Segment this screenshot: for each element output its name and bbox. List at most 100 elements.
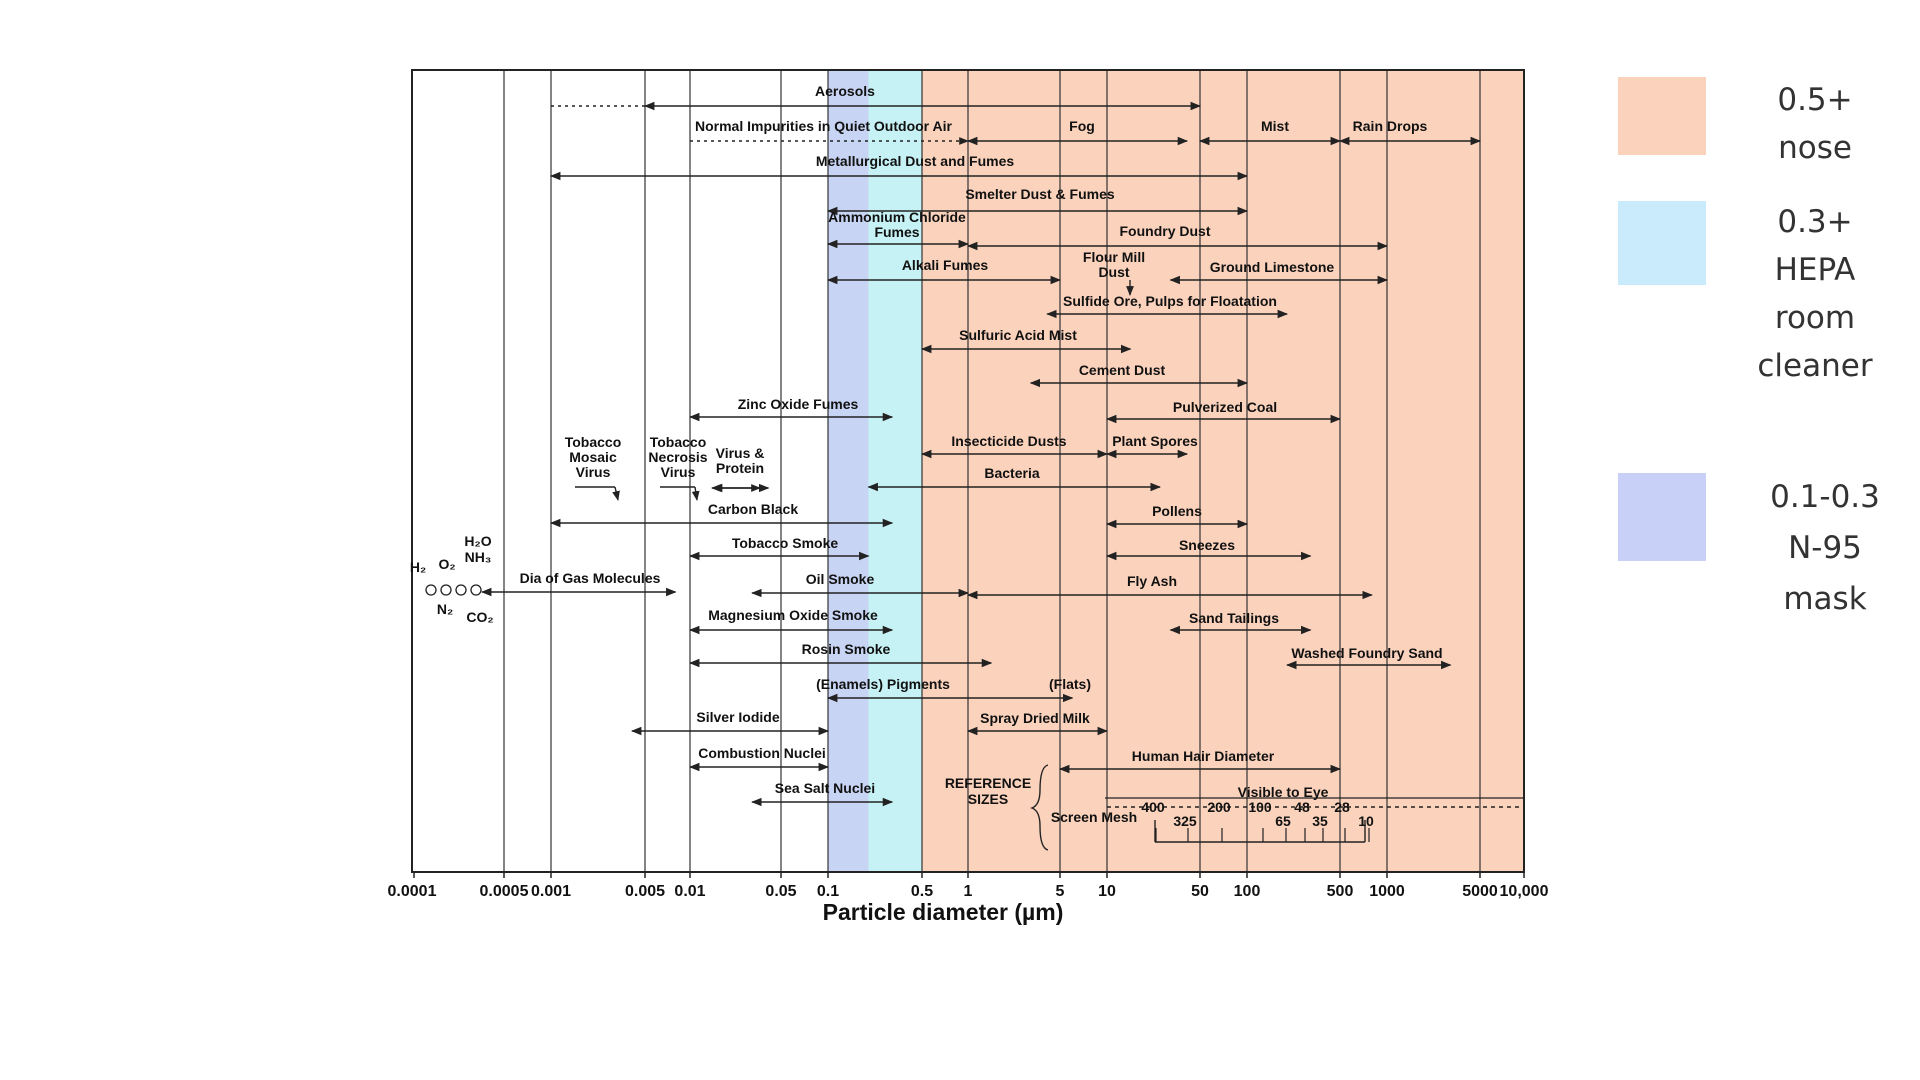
row-normal-impurities-in-quiet-outdoor-air: Normal Impurities in Quiet Outdoor Air (690, 118, 969, 145)
x-tick-label: 5 (1056, 883, 1065, 900)
tobacco-necrosis-label: Necrosis (648, 449, 707, 465)
row-combustion-nuclei: Combustion Nuclei (688, 745, 830, 772)
range-label: Carbon Black (708, 501, 798, 517)
row-metallurgical-dust-and-fumes: Metallurgical Dust and Fumes (549, 153, 1249, 181)
filter-band-1 (868, 70, 922, 872)
x-tick-label: 100 (1234, 883, 1261, 900)
mesh-size-label: 28 (1334, 799, 1350, 815)
x-tick-label: 500 (1327, 883, 1354, 900)
tobacco-mosaic-label: Virus (576, 464, 611, 480)
x-tick-label: 5000 (1462, 883, 1498, 900)
row-human-hair-diameter: Human Hair Diameter (1058, 748, 1342, 774)
reference-sizes-label: REFERENCE (945, 775, 1031, 791)
molecule-label: H₂O (464, 533, 491, 549)
row-flats: (Flats) (1049, 676, 1091, 692)
range-label: Alkali Fumes (902, 257, 989, 273)
range-label: Sand Tailings (1189, 610, 1279, 626)
row-plant-spores: Plant Spores (1105, 433, 1198, 459)
molecule-circle (470, 584, 482, 596)
row-zinc-oxide-fumes: Zinc Oxide Fumes (688, 396, 894, 422)
range-label: Ground Limestone (1210, 259, 1335, 275)
row-bacteria: Bacteria (867, 465, 1161, 492)
molecule-label: H₂ (410, 559, 426, 575)
range-label: Pollens (1152, 503, 1202, 519)
row-dia-of-gas-molecules: Dia of Gas Molecules (480, 570, 677, 597)
range-label: Plant Spores (1112, 433, 1198, 449)
reference-brace (1030, 764, 1049, 851)
range-label: (Flats) (1049, 676, 1091, 692)
range-label: Visible to Eye (1238, 784, 1329, 800)
flour-mill-label: Flour Mill (1083, 249, 1145, 265)
tobacco-mosaic-label: Mosaic (569, 449, 617, 465)
molecule-label: CO₂ (466, 609, 493, 625)
row-sea-salt-nuclei: Sea Salt Nuclei (751, 780, 894, 807)
range-label: Zinc Oxide Fumes (738, 396, 859, 412)
filter-band-2 (922, 70, 1524, 872)
mesh-size-label: 400 (1141, 799, 1165, 815)
range-label: Sea Salt Nuclei (775, 780, 875, 796)
tobacco-mosaic-label: Tobacco (565, 434, 622, 450)
x-tick-label: 10,000 (1500, 883, 1549, 900)
row-pollens: Pollens (1105, 503, 1249, 529)
grid-lines (503, 70, 1481, 872)
virus-protein-label: Protein (716, 460, 764, 476)
molecule-circle (455, 584, 467, 596)
molecule-label: N₂ (437, 601, 453, 617)
x-axis-ticks: 0.0001 0.0005 0.001 0.005 0.01 0.05 0.1 0.5 1 5 10… (388, 872, 1549, 900)
x-axis-title: Particle diameter (µm) (823, 899, 1064, 925)
row-silver-iodide: Silver Iodide (630, 709, 830, 736)
tobacco-necrosis-label: Virus (661, 464, 696, 480)
range-label: Washed Foundry Sand (1291, 645, 1442, 661)
range-label: Sulfuric Acid Mist (959, 327, 1077, 343)
row-cement-dust: Cement Dust (1029, 362, 1249, 388)
row-aerosols: Aerosols (551, 83, 1202, 111)
x-tick-label: 0.0005 (480, 883, 529, 900)
row-enamels-pigments: (Enamels) Pigments (816, 676, 1074, 703)
range-label: Fog (1069, 118, 1095, 134)
tobacco-necrosis-arrow (691, 486, 700, 501)
row-pulverized-coal: Pulverized Coal (1105, 399, 1342, 424)
range-label: Smelter Dust & Fumes (965, 186, 1115, 202)
row-carbon-black: Carbon Black (549, 501, 894, 528)
range-label: Cement Dust (1079, 362, 1166, 378)
range-label: Sulfide Ore, Pulps for Floatation (1063, 293, 1277, 309)
legend-swatch-nose (1618, 77, 1706, 155)
row-sulfuric-acid-mist: Sulfuric Acid Mist (920, 327, 1132, 354)
x-tick-label: 10 (1098, 883, 1116, 900)
mesh-size-label: 48 (1294, 799, 1310, 815)
x-tick-label: 0.5 (911, 883, 933, 900)
range-label: Insecticide Dusts (951, 433, 1066, 449)
particle-size-chart: Aerosols Normal Impurities in Quiet Outdo… (388, 69, 1549, 925)
range-label: Bacteria (984, 465, 1039, 481)
row-tobacco-smoke: Tobacco Smoke (688, 535, 870, 561)
range-label: Tobacco Smoke (732, 535, 839, 551)
range-label: Rosin Smoke (802, 641, 891, 657)
row-rosin-smoke: Rosin Smoke (688, 641, 993, 668)
mesh-size-label: 10 (1358, 813, 1374, 829)
row-smelter-dust-fumes: Smelter Dust & Fumes (826, 186, 1249, 216)
legend-swatch-n95 (1618, 473, 1706, 561)
range-label: Rain Drops (1353, 118, 1428, 134)
x-tick-label: 50 (1191, 883, 1209, 900)
range-label: Sneezes (1179, 537, 1235, 553)
row-sneezes: Sneezes (1105, 537, 1312, 561)
row-magnesium-oxide-smoke: Magnesium Oxide Smoke (688, 607, 894, 635)
reference-sizes-label: SIZES (968, 791, 1008, 807)
range-label: Aerosols (815, 83, 875, 99)
range-label: Human Hair Diameter (1132, 748, 1275, 764)
row-mist: Mist (1198, 118, 1342, 146)
x-tick-label: 0.01 (674, 883, 705, 900)
range-label: Metallurgical Dust and Fumes (816, 153, 1015, 169)
filter-bands (828, 70, 1524, 872)
x-tick-label: 1 (964, 883, 973, 900)
tobacco-mosaic-arrow (612, 486, 620, 501)
x-tick-label: 0.001 (531, 883, 571, 900)
x-tick-label: 1000 (1369, 883, 1405, 900)
range-label: Normal Impurities in Quiet Outdoor Air (695, 118, 952, 134)
mesh-size-label: 65 (1275, 813, 1291, 829)
row-visible-to-eye: Visible to Eye (1107, 784, 1524, 808)
legend-swatch-hepa (1618, 201, 1706, 285)
molecule-circle (425, 584, 437, 596)
molecule-circle (440, 584, 452, 596)
